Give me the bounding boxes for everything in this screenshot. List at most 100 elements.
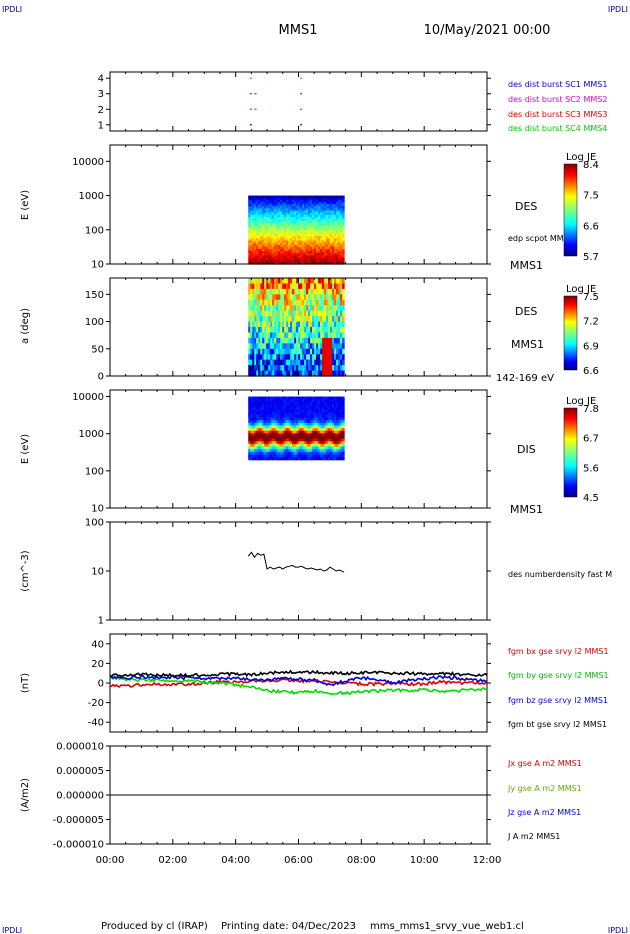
des-pitch-cell [254, 370, 257, 377]
des-pitch-cell [262, 343, 265, 350]
des-energy-cell [272, 234, 275, 237]
des-energy-cell [306, 195, 309, 199]
des-pitch-cell [324, 348, 327, 355]
des-energy-cell [248, 201, 251, 205]
des-pitch-cell [306, 359, 309, 366]
des-pitch-cell [304, 343, 307, 350]
des-energy-cell [310, 231, 313, 235]
dis-energy-cell [326, 435, 329, 440]
des-energy-cell [296, 249, 299, 252]
dis-energy-cell [268, 409, 271, 413]
des-energy-cell [332, 214, 335, 218]
des-energy-cell [338, 253, 341, 257]
des-pitch-cell [308, 337, 311, 344]
des-energy-cell [310, 223, 313, 227]
dis-energy-cell [316, 430, 319, 434]
des-energy-cell [266, 229, 269, 233]
des-energy-cell [264, 257, 267, 261]
des-energy-cell [304, 221, 307, 224]
des-pitch-cbar-tick: 6.9 [583, 341, 599, 352]
des-pitch-cell [272, 343, 275, 350]
dis-energy-cell [296, 425, 299, 429]
des-pitch-cell [326, 299, 329, 306]
dis-energy-cell [336, 446, 339, 450]
des-energy-cell [254, 227, 257, 231]
des-energy-cell [272, 227, 275, 231]
des-energy-cell [286, 257, 289, 261]
des-energy-cell [338, 231, 341, 235]
des-energy-cell [250, 227, 253, 231]
dis-energy-cell [330, 404, 333, 408]
dis-energy-cell [308, 430, 311, 434]
dis-energy-cell [254, 457, 257, 461]
des-pitch-cell [256, 337, 259, 344]
des-energy-cell [322, 199, 325, 203]
dis-energy-cell [258, 435, 261, 440]
des-energy-cell [294, 216, 297, 220]
des-energy-cell [322, 219, 325, 222]
des-energy-cell [248, 246, 251, 250]
des-energy-cell [274, 204, 277, 207]
des-pitch-cell [258, 365, 261, 372]
des-pitch-cell [322, 294, 325, 301]
dis-energy-cell [320, 404, 323, 408]
des-pitch-cell [248, 288, 251, 295]
des-pitch-cell [302, 299, 305, 306]
des-pitch-cell [280, 305, 283, 312]
dis-energy-cell [280, 396, 283, 400]
des-energy-cell [256, 240, 259, 244]
des-energy-cell [336, 221, 339, 224]
des-energy-cell [314, 261, 317, 265]
des-energy-cell [308, 216, 311, 220]
des-pitch-cell [282, 294, 285, 301]
des-energy-cell [322, 246, 325, 250]
des-energy-cell [264, 223, 267, 227]
des-energy-cell [282, 204, 285, 207]
des-energy-cell [248, 231, 251, 235]
des-pitch-ytick-label: 150 [85, 290, 104, 301]
des-pitch-cell [320, 316, 323, 323]
des-pitch-cell [296, 327, 299, 334]
dis-energy-cell [286, 404, 289, 408]
dis-energy-cell [286, 396, 289, 400]
des-energy-cell [334, 240, 337, 244]
des-energy-cell [262, 223, 265, 227]
dis-energy-cell [328, 438, 331, 442]
des-pitch-cell [308, 354, 311, 361]
dis-energy-cell [322, 446, 325, 450]
des-energy-cell [254, 195, 257, 199]
des-energy-cell [314, 208, 317, 212]
dis-energy-cell [272, 441, 275, 445]
des-energy-cell [312, 246, 315, 250]
des-pitch-cell [340, 283, 343, 290]
dis-energy-cell [338, 441, 341, 445]
des-energy-cell [314, 227, 317, 231]
des-pitch-cell [288, 332, 291, 339]
dis-energy-cell [292, 443, 295, 448]
des-energy-cell [312, 227, 315, 231]
dis-energy-cell [276, 435, 279, 440]
dis-energy-cell [286, 425, 289, 429]
des-pitch-cell [290, 332, 293, 339]
dis-energy-cell [292, 438, 295, 442]
des-energy-cell [308, 195, 311, 199]
dis-energy-cell [338, 428, 341, 432]
des-pitch-cell [292, 343, 295, 350]
des-energy-cell [264, 214, 267, 218]
des-energy-cell [256, 246, 259, 250]
dis-energy-cell [310, 420, 313, 424]
dis-energy-cell [264, 404, 267, 408]
des-energy-cell [282, 242, 285, 246]
des-energy-cell [282, 246, 285, 250]
des-energy-cell [282, 223, 285, 227]
des-energy-cell [324, 204, 327, 207]
dis-energy-cell [254, 425, 257, 429]
dis-energy-cell [310, 449, 313, 453]
dis-energy-cell [336, 417, 339, 421]
des-energy-cell [318, 208, 321, 212]
dis-energy-cell [276, 425, 279, 429]
des-energy-cell [250, 195, 253, 199]
des-pitch-cell [340, 278, 343, 285]
des-pitch-cell [264, 316, 267, 323]
dis-energy-cell [318, 414, 321, 419]
